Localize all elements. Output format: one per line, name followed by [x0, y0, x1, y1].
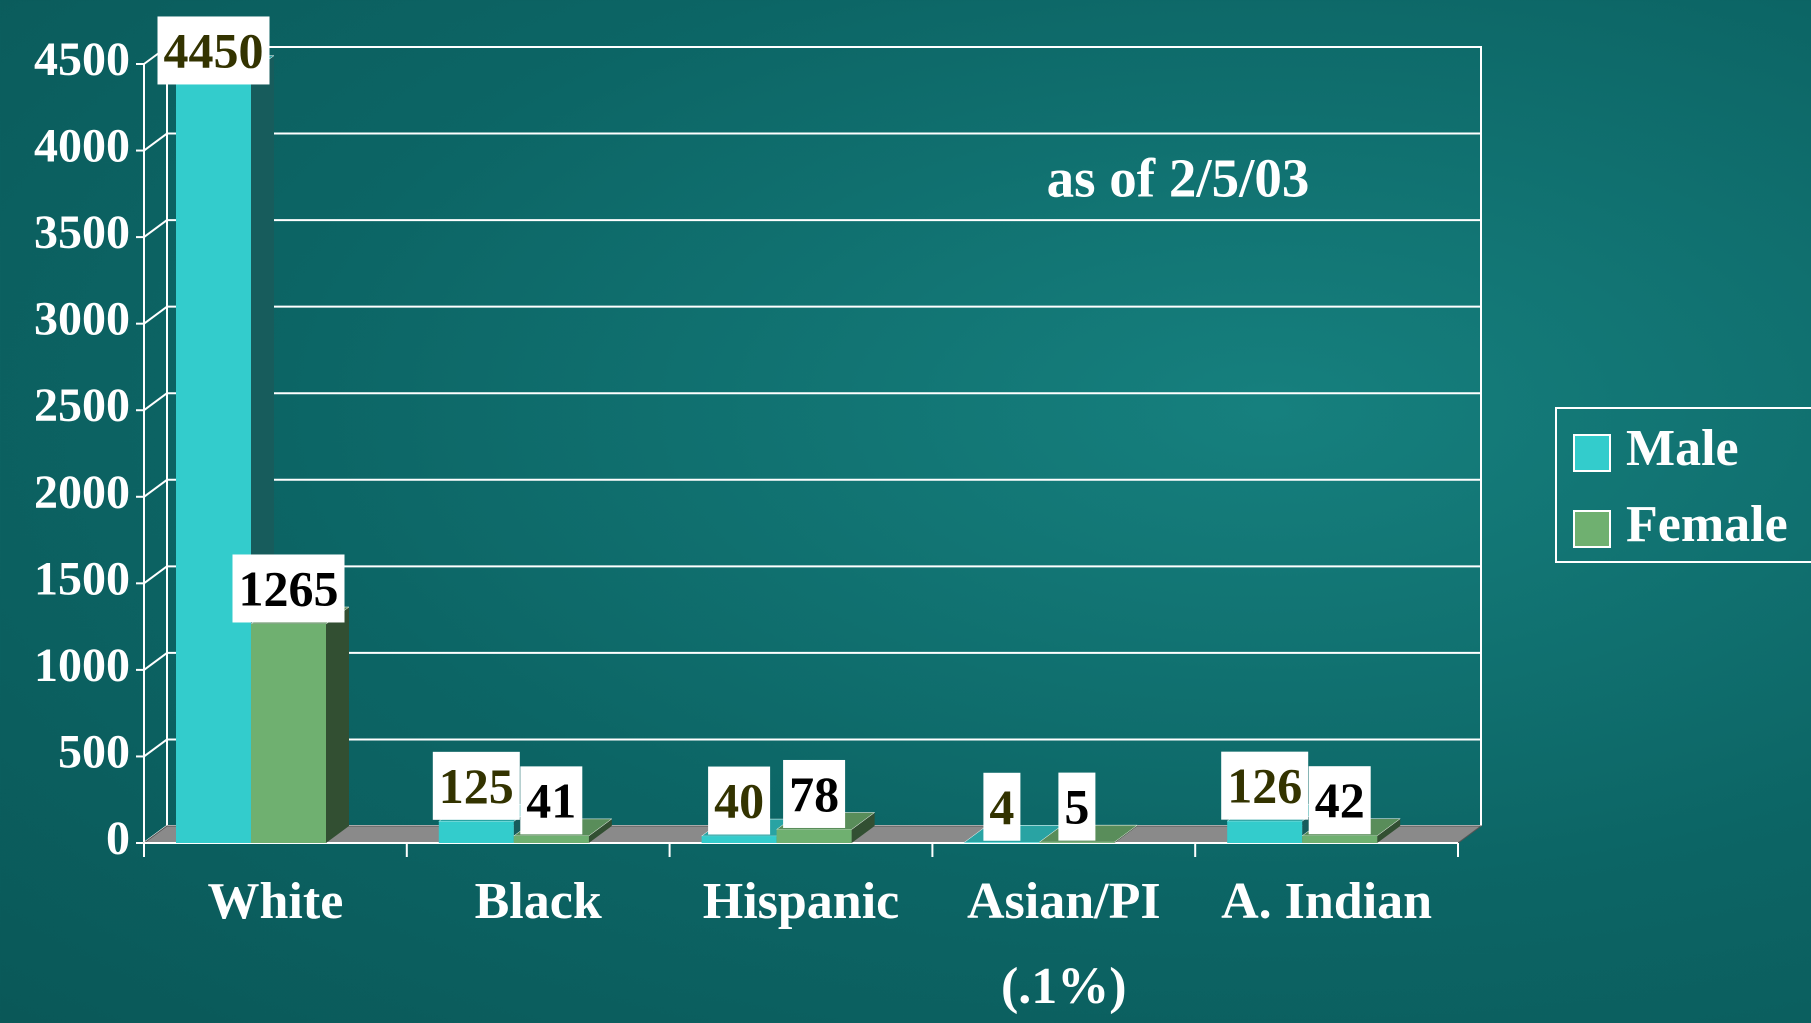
- x-tick-label: White: [208, 873, 344, 930]
- bar: [964, 842, 1040, 843]
- data-label: 5: [1064, 779, 1089, 835]
- data-label-box: [1221, 751, 1309, 820]
- data-label-box: [157, 16, 270, 85]
- y-tick-label: 0: [106, 812, 130, 865]
- legend-box: [1555, 407, 1811, 563]
- category-note: (.1%): [1001, 958, 1127, 1015]
- data-label: 42: [1315, 772, 1365, 828]
- x-tick-label: Hispanic: [703, 873, 900, 930]
- bar: [438, 821, 514, 843]
- bar: [251, 624, 326, 843]
- grid-line: [143, 392, 168, 412]
- y-tick-label: 3000: [34, 293, 130, 346]
- bar-side: [326, 607, 349, 843]
- data-label-box: [1308, 766, 1371, 835]
- bar: [1227, 821, 1303, 843]
- grid-line: [143, 219, 168, 238]
- grid-line: [143, 565, 168, 585]
- data-label: 40: [714, 773, 764, 829]
- grid-line: [143, 132, 168, 152]
- bar-side: [588, 818, 612, 843]
- y-tick-label: 4000: [34, 120, 130, 173]
- bar: [1302, 835, 1378, 843]
- data-label-box: [1058, 772, 1096, 841]
- data-label-box: [708, 766, 771, 835]
- data-label: 78: [789, 766, 839, 822]
- data-label-box: [432, 751, 520, 820]
- y-tick-label: 500: [58, 725, 130, 778]
- bar: [701, 836, 777, 843]
- legend-swatch: [1573, 510, 1611, 548]
- y-tick-label: 2000: [34, 466, 130, 519]
- y-tick-label: 4500: [34, 33, 130, 86]
- grid-line: [143, 652, 168, 671]
- y-tick-label: 2500: [34, 379, 130, 432]
- legend-label: Female: [1626, 496, 1788, 553]
- bar: [176, 72, 251, 843]
- y-tick-label: 1000: [34, 639, 130, 692]
- subtitle: as of 2/5/03: [1047, 148, 1310, 209]
- bar-side: [1377, 818, 1401, 843]
- data-label: 126: [1227, 758, 1302, 814]
- bar-side: [851, 812, 875, 843]
- data-label-box: [232, 554, 345, 623]
- data-label: 1265: [239, 560, 339, 616]
- bar: [513, 835, 589, 843]
- grid-line: [143, 305, 168, 325]
- data-label: 125: [439, 758, 514, 814]
- x-tick-label: Asian/PI: [967, 873, 1161, 930]
- y-tick-label: 3500: [34, 206, 130, 259]
- legend-label: Male: [1626, 420, 1739, 477]
- data-label-box: [520, 766, 583, 835]
- y-tick-label: 1500: [34, 552, 130, 605]
- grid-line: [143, 738, 168, 758]
- data-label-box: [783, 759, 846, 828]
- x-tick-label: A. Indian: [1221, 873, 1432, 930]
- bar: [776, 829, 852, 843]
- grid-line: [143, 478, 168, 498]
- data-label: 41: [526, 772, 576, 828]
- data-label-box: [983, 772, 1021, 841]
- bar: [1039, 842, 1115, 843]
- x-tick-label: Black: [475, 873, 602, 930]
- legend-swatch: [1573, 434, 1611, 472]
- data-label: 4450: [164, 22, 264, 78]
- data-label: 4: [989, 779, 1014, 835]
